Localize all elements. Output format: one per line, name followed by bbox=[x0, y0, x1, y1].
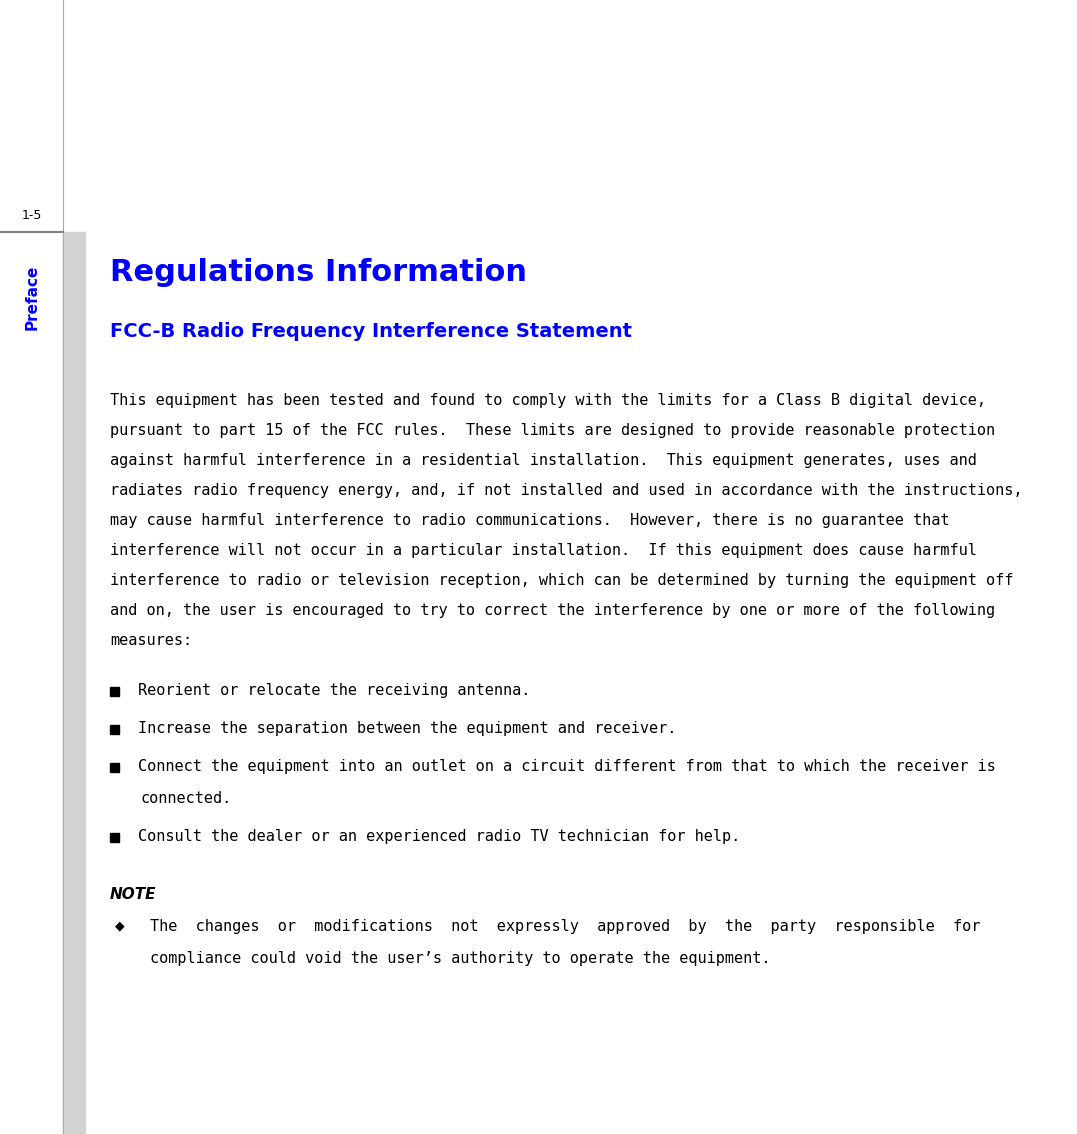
Text: Connect the equipment into an outlet on a circuit different from that to which t: Connect the equipment into an outlet on … bbox=[138, 759, 996, 775]
Text: NOTE: NOTE bbox=[110, 887, 156, 902]
Text: interference will not occur in a particular installation.  If this equipment doe: interference will not occur in a particu… bbox=[110, 543, 977, 558]
Bar bbox=[62, 232, 85, 1134]
Bar bbox=[110, 833, 118, 843]
Text: measures:: measures: bbox=[110, 633, 192, 648]
Text: radiates radio frequency energy, and, if not installed and used in accordance wi: radiates radio frequency energy, and, if… bbox=[110, 483, 1022, 498]
Text: The  changes  or  modifications  not  expressly  approved  by  the  party  respo: The changes or modifications not express… bbox=[150, 919, 980, 934]
Text: Regulations Information: Regulations Information bbox=[110, 259, 527, 287]
Text: against harmful interference in a residential installation.  This equipment gene: against harmful interference in a reside… bbox=[110, 452, 977, 468]
Text: FCC-B Radio Frequency Interference Statement: FCC-B Radio Frequency Interference State… bbox=[110, 322, 632, 341]
Bar bbox=[110, 687, 118, 696]
Text: pursuant to part 15 of the FCC rules.  These limits are designed to provide reas: pursuant to part 15 of the FCC rules. Th… bbox=[110, 423, 995, 438]
Text: Reorient or relocate the receiving antenna.: Reorient or relocate the receiving anten… bbox=[138, 683, 530, 699]
Text: 1-5: 1-5 bbox=[22, 209, 42, 222]
Text: and on, the user is encouraged to try to correct the interference by one or more: and on, the user is encouraged to try to… bbox=[110, 603, 995, 618]
Text: ◆: ◆ bbox=[115, 919, 125, 932]
Text: Consult the dealer or an experienced radio TV technician for help.: Consult the dealer or an experienced rad… bbox=[138, 829, 740, 844]
Text: compliance could void the user’s authority to operate the equipment.: compliance could void the user’s authori… bbox=[150, 951, 770, 966]
Text: interference to radio or television reception, which can be determined by turnin: interference to radio or television rece… bbox=[110, 573, 1013, 589]
Text: Increase the separation between the equipment and receiver.: Increase the separation between the equi… bbox=[138, 721, 676, 736]
Text: may cause harmful interference to radio communications.  However, there is no gu: may cause harmful interference to radio … bbox=[110, 513, 950, 528]
Bar bbox=[110, 763, 118, 772]
Text: connected.: connected. bbox=[140, 792, 232, 806]
Text: This equipment has been tested and found to comply with the limits for a Class B: This equipment has been tested and found… bbox=[110, 393, 987, 408]
Text: Preface: Preface bbox=[25, 265, 40, 330]
Bar bbox=[110, 725, 118, 734]
